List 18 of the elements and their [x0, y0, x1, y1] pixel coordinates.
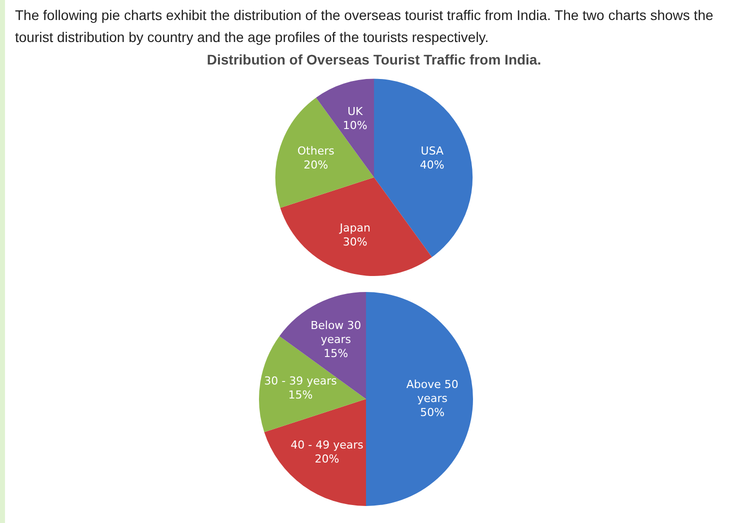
text: The following pie charts exhibit the distribution of the overseas tourist traffic from India. The two charts shows the tourist distribution by country and the age profiles of the tourists respectively. — [14, 6, 714, 47]
slice-label: Others — [297, 144, 335, 158]
data-label: 30% — [342, 235, 368, 248]
data-label: 10% — [342, 119, 368, 132]
slice-label: UK — [347, 105, 364, 118]
chart-title: Distribution of Overseas Tourist Traffic from India. — [206, 51, 542, 68]
slice-label: Japan — [338, 221, 370, 234]
slice-label: Below 30 years — [310, 318, 362, 346]
slice-label: 40 - 49 years — [290, 438, 364, 452]
data-label: 20% — [304, 158, 328, 172]
slice-label: USA — [420, 144, 444, 158]
data-label: 40% — [420, 158, 444, 172]
data-label: 50% — [420, 406, 445, 419]
slice-label: Above 50 years — [406, 378, 458, 405]
data-label: 20% — [314, 452, 340, 466]
slice-label: 30 - 39 years — [264, 374, 338, 388]
data-label: 15% — [288, 388, 313, 402]
data-label: 15% — [324, 346, 348, 360]
